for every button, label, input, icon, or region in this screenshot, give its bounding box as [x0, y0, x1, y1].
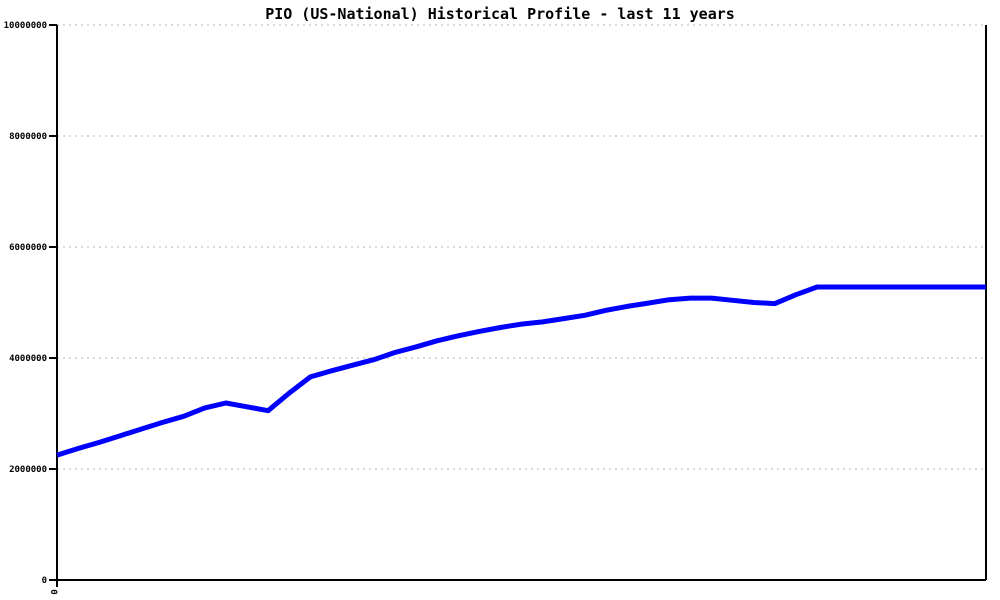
data-series-line	[56, 284, 986, 458]
y-tick-label: 4000000	[9, 354, 47, 364]
y-tick-label: 10000000	[4, 21, 47, 31]
y-tick-label: 2000000	[9, 465, 47, 475]
y-tick-label: 8000000	[9, 132, 47, 142]
y-tick-label: 6000000	[9, 243, 47, 253]
chart-title: PIO (US-National) Historical Profile - l…	[265, 5, 735, 23]
y-tick-label: 0	[42, 576, 47, 586]
x-tick-label: 0	[48, 589, 58, 594]
